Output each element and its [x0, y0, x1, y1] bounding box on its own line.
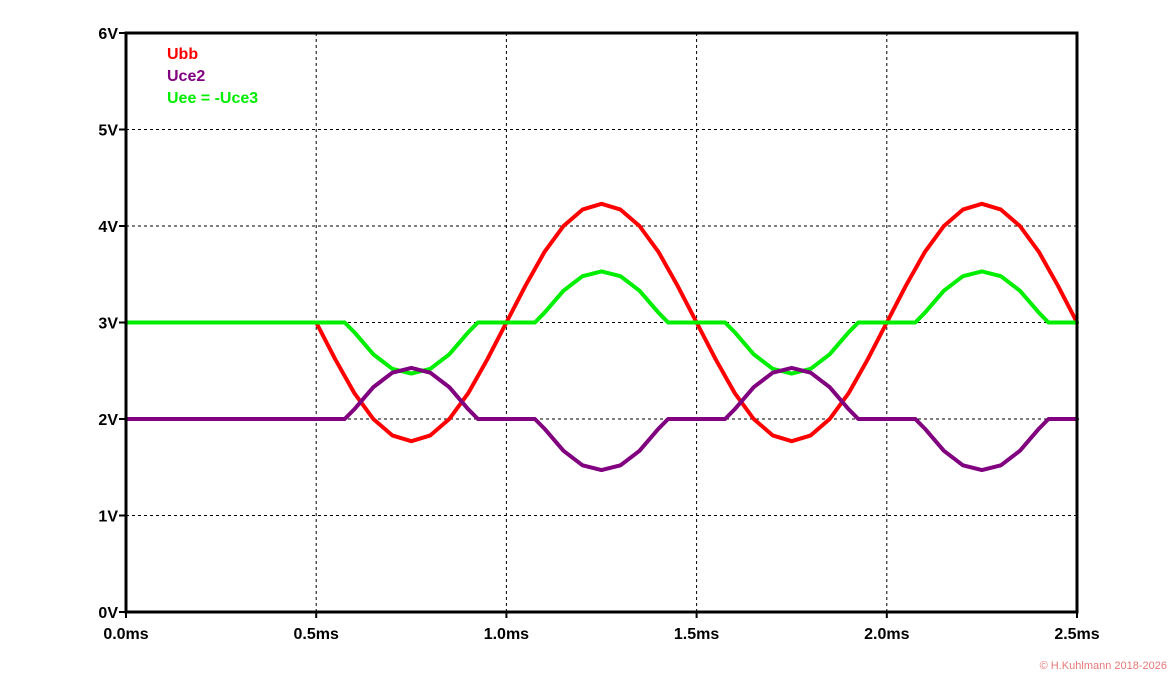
y-tick-label: 1V — [98, 509, 118, 526]
y-tick-label: 4V — [98, 219, 118, 236]
x-tick-label: 2.0ms — [864, 626, 909, 643]
x-tick-label: 1.0ms — [484, 626, 529, 643]
series-line-uee-uce3 — [124, 269, 1079, 376]
x-tick-label: 0.0ms — [103, 626, 148, 643]
y-tick-label: 6V — [98, 26, 118, 43]
y-tick-label: 5V — [98, 123, 118, 140]
legend-entry: Ubb — [167, 46, 198, 63]
legend-entry: Uce2 — [167, 68, 205, 85]
x-tick-label: 0.5ms — [294, 626, 339, 643]
series-layer — [124, 201, 1079, 473]
y-tick-label: 2V — [98, 412, 118, 429]
legend: Ubb Uce2 Uee = -Uce3 — [167, 46, 258, 107]
x-tick-label: 1.5ms — [674, 626, 719, 643]
series-line-ubb — [124, 201, 1079, 444]
legend-entry: Uee = -Uce3 — [167, 90, 258, 107]
copyright-text: © H.Kuhlmann 2018-2026 — [1039, 660, 1167, 672]
series-line-uce2 — [124, 365, 1079, 473]
y-tick-label: 0V — [98, 605, 118, 622]
y-tick-label: 3V — [98, 316, 118, 333]
axis-layer: 0.0ms 0.5ms 1.0ms 1.5ms 2.0ms 2.5ms 0V 1V 2V 3V 4V… — [98, 26, 1099, 643]
x-tick-label: 2.5ms — [1054, 626, 1099, 643]
